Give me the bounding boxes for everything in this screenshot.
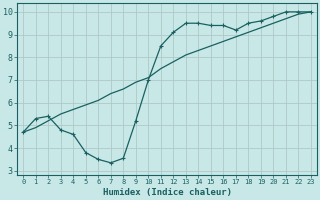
X-axis label: Humidex (Indice chaleur): Humidex (Indice chaleur) xyxy=(103,188,232,197)
